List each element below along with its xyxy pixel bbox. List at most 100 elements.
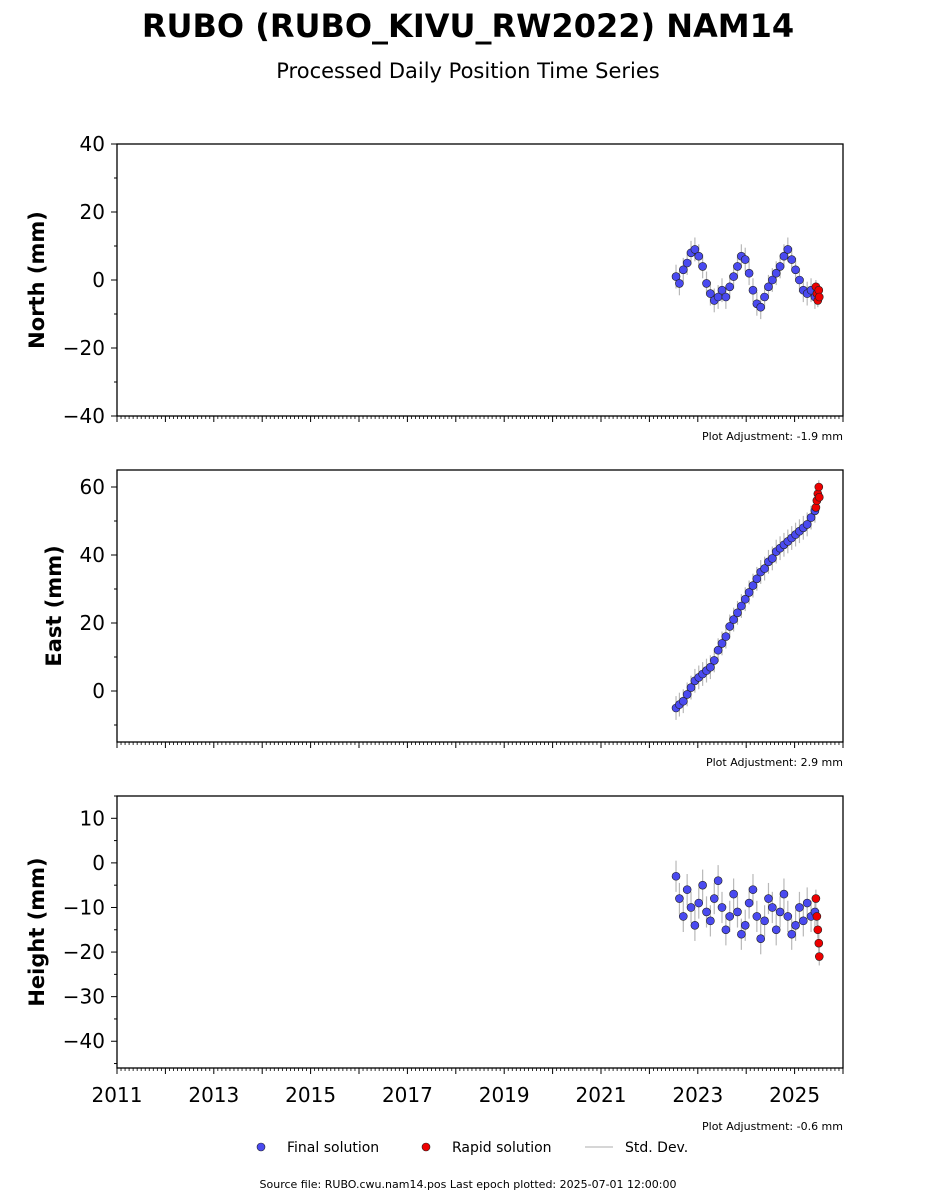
east-final-point <box>713 645 723 655</box>
height-final-point <box>682 885 692 894</box>
north-final-point <box>748 285 758 295</box>
east-plot-area <box>671 480 824 720</box>
height-x-tick-label: 2021 <box>576 1083 627 1107</box>
east-final-point <box>717 639 727 648</box>
north-y-tick-label: 0 <box>92 268 105 292</box>
north-y-tick-label: −40 <box>63 404 105 428</box>
height-x-tick-label: 2023 <box>672 1083 723 1107</box>
height-final-point <box>709 894 719 903</box>
height-final-point <box>713 876 723 886</box>
height-final-point <box>690 921 700 930</box>
legend-std-label: Std. Dev. <box>625 1140 688 1156</box>
north-y-tick-label: −20 <box>63 336 105 360</box>
height-final-point <box>760 916 769 926</box>
height-final-point <box>764 894 773 903</box>
east-axes-frame <box>116 469 844 743</box>
east-y-tick-label: 0 <box>92 679 105 703</box>
height-rapid-point <box>811 894 821 903</box>
east-final-point <box>802 520 812 529</box>
east-final-point <box>709 656 719 665</box>
north-final-point <box>706 289 715 298</box>
north-final-point <box>791 265 800 275</box>
north-final-point <box>787 255 796 264</box>
legend: Final solution Rapid solution Std. Dev. <box>256 1140 688 1156</box>
height-final-point <box>768 903 777 912</box>
height-x-tick-label: 2025 <box>769 1083 820 1107</box>
height-x-tick-label: 2019 <box>479 1083 530 1107</box>
height-x-tick-label: 2017 <box>382 1083 433 1107</box>
height-final-point <box>756 934 766 943</box>
height-final-point <box>779 889 789 899</box>
height-y-tick-label: −30 <box>63 985 105 1009</box>
north-final-point <box>764 282 773 292</box>
east-y-tick-label: 40 <box>80 543 105 567</box>
height-final-point <box>729 889 738 899</box>
height-y-tick-label: −40 <box>63 1029 105 1053</box>
height-y-tick-label: −20 <box>63 940 105 964</box>
legend-final-marker <box>256 1142 266 1152</box>
height-panel: Height (mm) Plot Adjustment: -0.6 mm 10 0… <box>25 795 844 1133</box>
north-final-point <box>675 279 684 288</box>
height-final-point <box>698 880 707 890</box>
east-final-point <box>725 622 735 631</box>
height-y-tick-label: −10 <box>63 895 105 919</box>
east-final-point <box>729 615 738 624</box>
north-final-point <box>783 245 793 254</box>
north-final-point <box>779 251 789 261</box>
east-rapid-point <box>814 492 824 502</box>
north-final-point <box>717 285 727 295</box>
north-final-point <box>795 275 804 285</box>
height-y-tick-label: 10 <box>80 806 105 830</box>
height-ylabel: Height (mm) <box>25 857 49 1006</box>
legend-final-label: Final solution <box>287 1140 379 1156</box>
height-final-point <box>775 907 785 917</box>
north-rapid-point <box>814 292 824 302</box>
height-final-point <box>802 898 812 908</box>
height-final-point <box>799 916 808 926</box>
height-final-point <box>725 912 735 921</box>
height-x-tick-label: 2011 <box>92 1083 143 1107</box>
height-final-point <box>783 912 793 921</box>
north-final-point <box>725 282 735 292</box>
north-final-point <box>756 302 766 312</box>
east-final-point <box>706 662 715 672</box>
east-panel: East (mm) Plot Adjustment: 2.9 mm 60 40 20… <box>42 469 844 769</box>
height-axes-frame <box>116 795 844 1069</box>
north-y-tick-label: 40 <box>80 132 105 156</box>
north-final-point <box>775 262 785 271</box>
north-final-point <box>768 275 777 285</box>
north-ylabel: North (mm) <box>25 211 49 349</box>
east-adjustment: Plot Adjustment: 2.9 mm <box>706 756 843 769</box>
north-final-point <box>694 251 704 261</box>
east-final-point <box>737 601 746 611</box>
north-final-point <box>682 258 692 268</box>
north-adjustment: Plot Adjustment: -1.9 mm <box>702 430 843 443</box>
source-footer: Source file: RUBO.cwu.nam14.pos Last epo… <box>260 1178 677 1191</box>
north-final-point <box>744 268 754 278</box>
height-final-point <box>771 925 781 935</box>
north-final-point <box>702 279 711 288</box>
east-final-point <box>721 632 731 641</box>
height-final-point <box>717 903 727 912</box>
north-final-point <box>698 262 707 271</box>
north-final-point <box>760 292 769 302</box>
height-final-point <box>721 925 731 935</box>
north-final-point <box>771 268 781 278</box>
north-plot-area <box>671 237 824 320</box>
height-rapid-point <box>814 938 824 948</box>
height-final-point <box>737 929 746 939</box>
north-final-point <box>671 272 681 281</box>
height-x-tick-label: 2013 <box>188 1083 239 1107</box>
east-y-tick-label: 60 <box>80 475 105 499</box>
north-final-point <box>721 292 731 302</box>
east-final-point <box>740 594 750 604</box>
east-final-point <box>752 574 762 584</box>
height-final-point <box>702 907 711 917</box>
north-final-point <box>690 245 700 254</box>
north-final-point <box>740 255 750 264</box>
height-final-point <box>795 903 804 912</box>
height-final-point <box>733 907 742 917</box>
height-final-point <box>671 871 681 881</box>
height-final-point <box>740 921 750 930</box>
